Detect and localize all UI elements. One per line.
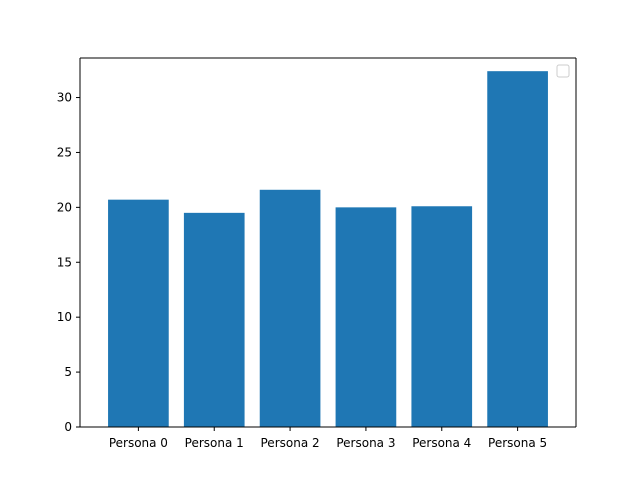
bar-persona-4 [411, 206, 473, 427]
legend-box [556, 64, 570, 78]
y-axis-ticks: 0 5 10 15 20 25 30 [57, 91, 80, 434]
y-tick-label: 5 [64, 365, 72, 379]
y-tick-label: 25 [57, 145, 72, 159]
y-tick-label: 20 [57, 200, 72, 214]
x-tick-label: Persona 5 [488, 436, 547, 450]
x-tick-label: Persona 0 [109, 436, 168, 450]
x-tick-label: Persona 3 [336, 436, 395, 450]
y-tick-label: 0 [64, 420, 72, 434]
bar-persona-2 [259, 189, 321, 427]
y-tick-label: 15 [57, 255, 72, 269]
x-tick-label: Persona 1 [185, 436, 244, 450]
x-tick-label: Persona 2 [261, 436, 320, 450]
bar-persona-0 [108, 199, 169, 427]
y-tick-label: 30 [57, 91, 72, 105]
y-tick-label: 10 [57, 310, 72, 324]
x-tick-label: Persona 4 [412, 436, 471, 450]
bar-persona-3 [335, 207, 397, 427]
bar-persona-5 [487, 71, 548, 427]
x-axis-ticks: Persona 0 Persona 1 Persona 2 Persona 3 Pers… [109, 427, 547, 450]
bars-group [108, 71, 548, 427]
bar-persona-1 [183, 212, 245, 427]
